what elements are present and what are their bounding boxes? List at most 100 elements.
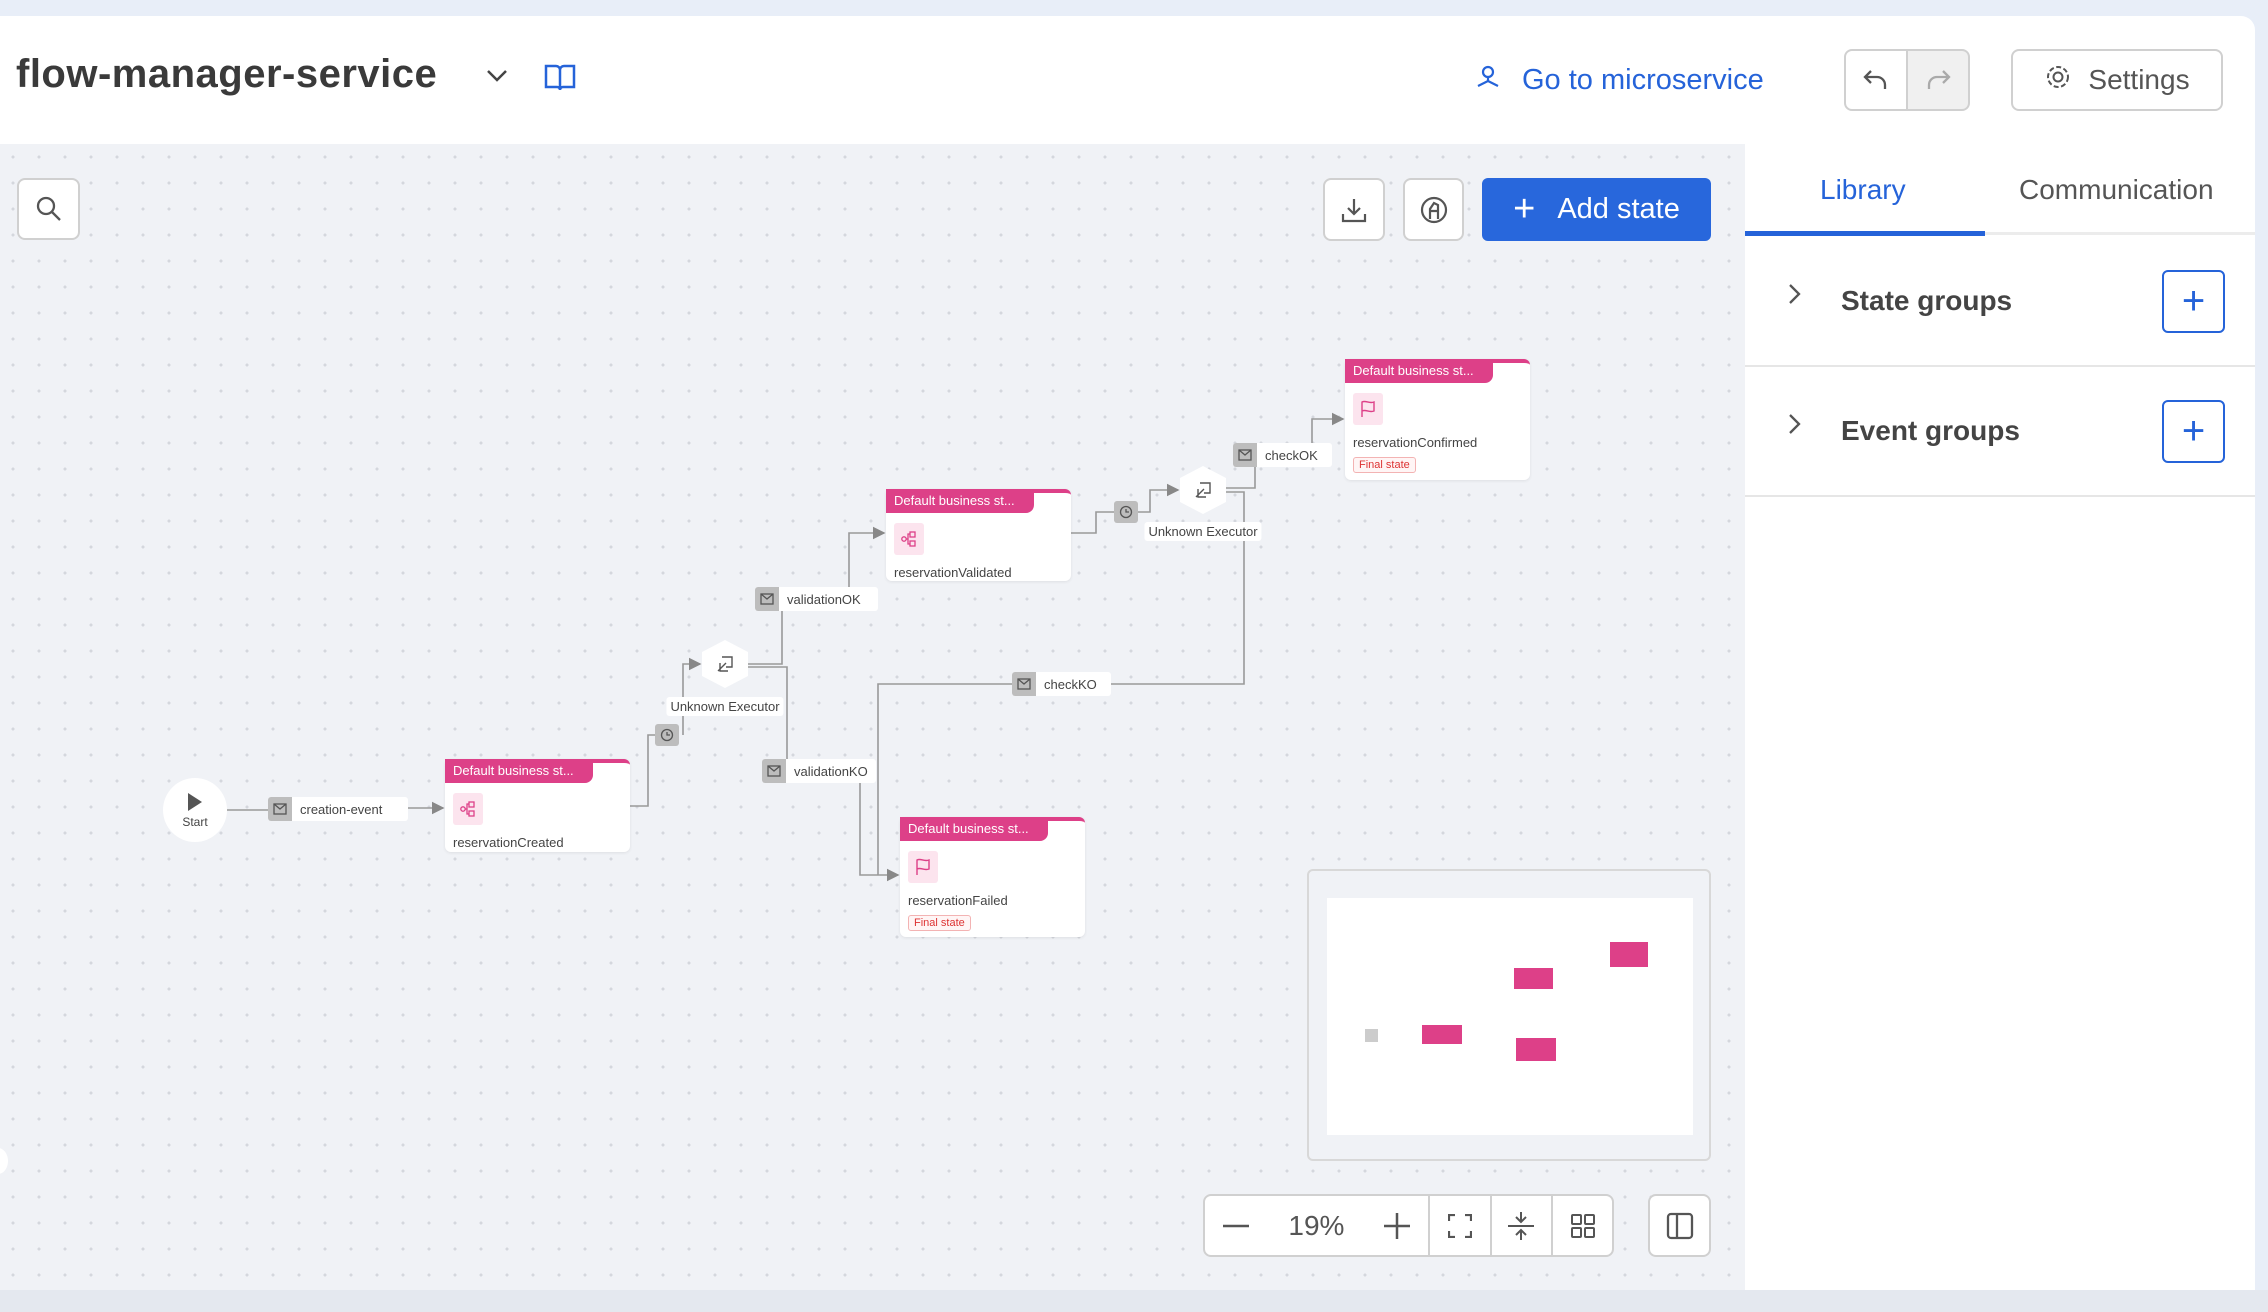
edge-validationko-failed	[859, 782, 900, 882]
state-category: Default business st...	[886, 489, 1034, 513]
service-title: flow-manager-service	[16, 52, 438, 96]
redo-button[interactable]	[1908, 49, 1970, 111]
flow-icon	[894, 523, 924, 555]
edge-executor1-validationok	[748, 610, 783, 665]
state-card-reservationvalidated[interactable]: Default business st... reservationValida…	[886, 489, 1071, 581]
timer-icon[interactable]	[655, 724, 679, 746]
minimap[interactable]	[1307, 869, 1711, 1161]
download-button[interactable]	[1323, 178, 1385, 241]
toggle-panel-button[interactable]	[1648, 1194, 1711, 1257]
microservice-icon	[1474, 62, 1502, 98]
edge-validated-timer	[1071, 511, 1114, 534]
minimap-node	[1365, 1029, 1378, 1042]
search-icon	[36, 196, 61, 221]
state-name: reservationConfirmed	[1353, 435, 1478, 450]
add-state-button[interactable]: + Add state	[1482, 178, 1711, 241]
tab-underline	[1745, 232, 2255, 235]
bottom-band	[0, 1290, 2268, 1312]
go-to-microservice-link[interactable]: Go to microservice	[1474, 62, 1764, 98]
edge-executor1-validationko	[748, 666, 788, 759]
go-to-microservice-label: Go to microservice	[1522, 63, 1764, 96]
mail-icon	[1012, 672, 1036, 696]
state-groups-label: State groups	[1841, 285, 2013, 316]
mail-icon	[762, 759, 786, 783]
tab-communication[interactable]: Communication	[2019, 174, 2214, 205]
event-label: validationOK	[787, 591, 861, 607]
edge-executor2-checkok	[1226, 466, 1256, 489]
search-button[interactable]	[17, 178, 80, 240]
executor-icon	[1195, 482, 1211, 498]
state-category: Default business st...	[445, 759, 593, 783]
chevron-right-icon[interactable]	[1785, 411, 1805, 444]
minimap-node	[1516, 1038, 1556, 1061]
flow-icon	[453, 793, 483, 825]
zoom-out-button[interactable]	[1205, 1196, 1267, 1255]
compact-button[interactable]	[1489, 1196, 1552, 1255]
edge-validationok-validated	[848, 526, 886, 587]
executor-label: Unknown Executor	[1144, 522, 1262, 541]
layout-button[interactable]	[1551, 1196, 1612, 1255]
play-icon	[188, 792, 202, 811]
state-name: reservationFailed	[908, 893, 1008, 908]
state-card-reservationconfirmed[interactable]: Default business st... reservationConfir…	[1345, 359, 1530, 480]
event-checkok[interactable]: checkOK	[1233, 443, 1332, 467]
edge-checkok-confirmed	[1311, 412, 1345, 443]
minimap-node	[1422, 1025, 1462, 1044]
executor-node[interactable]	[702, 640, 748, 688]
chevron-right-icon[interactable]	[1785, 281, 1805, 314]
state-card-reservationcreated[interactable]: Default business st... reservationCreate…	[445, 759, 630, 852]
state-name: reservationValidated	[894, 565, 1012, 580]
final-state-badge: Final state	[1353, 457, 1416, 473]
event-creation-event[interactable]: creation-event	[268, 797, 408, 821]
event-groups-label: Event groups	[1841, 415, 2020, 446]
add-event-group-button[interactable]: +	[2162, 400, 2225, 463]
flag-icon	[908, 851, 938, 883]
event-label: checkKO	[1044, 676, 1097, 692]
marker-icon	[1420, 196, 1447, 223]
event-validationko[interactable]: validationKO	[762, 759, 876, 783]
edge-checkko-failed	[877, 683, 1012, 875]
library-panel: Library Communication State groups + Eve…	[1745, 144, 2255, 1290]
chevron-down-icon[interactable]	[484, 62, 510, 88]
highlight-button[interactable]	[1403, 178, 1464, 241]
settings-label: Settings	[2088, 64, 2190, 95]
fit-view-button[interactable]	[1427, 1196, 1490, 1255]
executor-icon	[717, 656, 733, 672]
minimap-viewport[interactable]	[1327, 898, 1693, 1135]
tab-library[interactable]: Library	[1820, 174, 1906, 205]
final-state-badge: Final state	[908, 915, 971, 931]
event-label: checkOK	[1265, 447, 1318, 463]
event-label: creation-event	[300, 801, 383, 817]
fullscreen-icon	[1447, 1213, 1472, 1238]
flow-canvas[interactable]: + Add state Start creation-event validat…	[0, 144, 1745, 1290]
undo-icon	[1863, 70, 1887, 89]
executor-label: Unknown Executor	[666, 697, 784, 716]
minimap-node	[1514, 968, 1553, 989]
start-label: Start	[182, 814, 208, 829]
plus-icon: +	[1513, 188, 1536, 230]
flag-icon	[1353, 393, 1383, 425]
event-checkko[interactable]: checkKO	[1012, 672, 1111, 696]
plus-icon	[1384, 1212, 1411, 1239]
minimap-node	[1610, 942, 1648, 967]
zoom-in-button[interactable]	[1366, 1196, 1428, 1255]
mail-icon	[268, 797, 292, 821]
start-node[interactable]: Start	[163, 778, 227, 842]
sidebar-icon	[1666, 1212, 1693, 1239]
timer-icon[interactable]	[1114, 501, 1138, 523]
add-state-group-button[interactable]: +	[2162, 270, 2225, 333]
settings-button[interactable]: Settings	[2011, 49, 2223, 111]
download-icon	[1341, 198, 1367, 222]
undo-button[interactable]	[1844, 49, 1908, 111]
state-card-reservationfailed[interactable]: Default business st... reservationFailed…	[900, 817, 1085, 937]
redo-icon	[1927, 70, 1951, 89]
gear-icon	[2044, 63, 2072, 98]
collapse-handle[interactable]	[0, 1148, 8, 1174]
state-name: reservationCreated	[453, 835, 564, 850]
event-groups-section[interactable]: Event groups +	[1745, 367, 2255, 497]
book-icon[interactable]	[544, 62, 576, 97]
edge-timer-executor2	[1138, 483, 1180, 513]
state-groups-section[interactable]: State groups +	[1745, 237, 2255, 367]
minus-icon	[1222, 1224, 1249, 1227]
event-validationok[interactable]: validationOK	[755, 587, 878, 611]
